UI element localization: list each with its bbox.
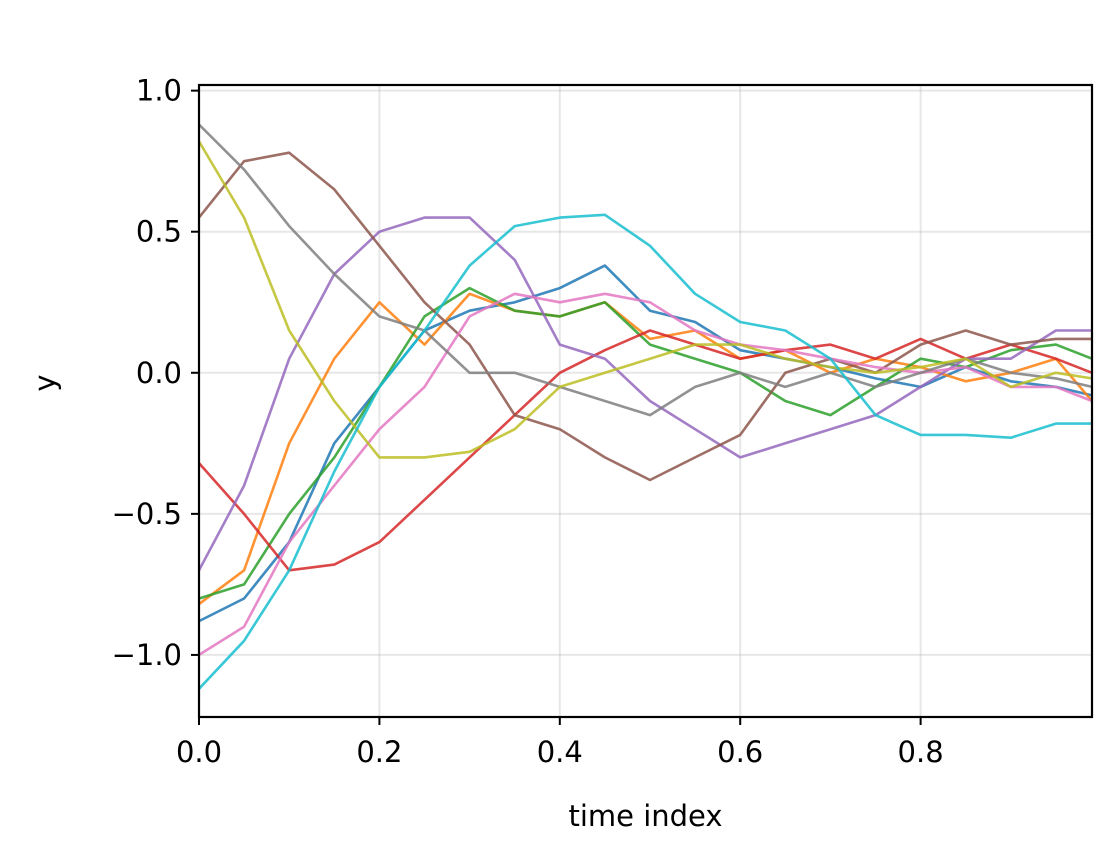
y-tick-label: 1.0 xyxy=(136,74,182,108)
series-line-10 xyxy=(198,213,1092,690)
series-line-4 xyxy=(198,329,1093,572)
x-axis-label: time index xyxy=(568,799,722,833)
y-tick-label: 0.5 xyxy=(136,215,182,249)
series-line-9 xyxy=(197,140,1093,459)
series-line-2 xyxy=(198,292,1093,606)
series-line-6 xyxy=(197,151,1092,482)
x-tick-label: 0.4 xyxy=(537,735,583,769)
series-line-1 xyxy=(198,264,1093,623)
x-tick-label: 0.0 xyxy=(176,735,222,769)
series-group xyxy=(197,123,1093,690)
x-tick-label: 0.6 xyxy=(717,735,763,769)
series-line-5 xyxy=(197,216,1092,571)
x-tick-label: 0.2 xyxy=(356,735,402,769)
series-line-8 xyxy=(198,123,1093,417)
x-tick-label: 0.8 xyxy=(898,735,944,769)
y-axis-label: y xyxy=(28,374,62,391)
ticks: 0.0 0.2 0.4 0.6 0.8 1.0 0.5 0.0 −0.5 −1.0 xyxy=(112,74,944,769)
y-tick-label: −0.5 xyxy=(112,497,182,531)
y-tick-label: −1.0 xyxy=(112,638,182,672)
series-line-7 xyxy=(198,292,1093,657)
grid xyxy=(198,85,1092,717)
plot-frame xyxy=(197,83,1094,719)
y-tick-label: 0.0 xyxy=(136,356,182,390)
